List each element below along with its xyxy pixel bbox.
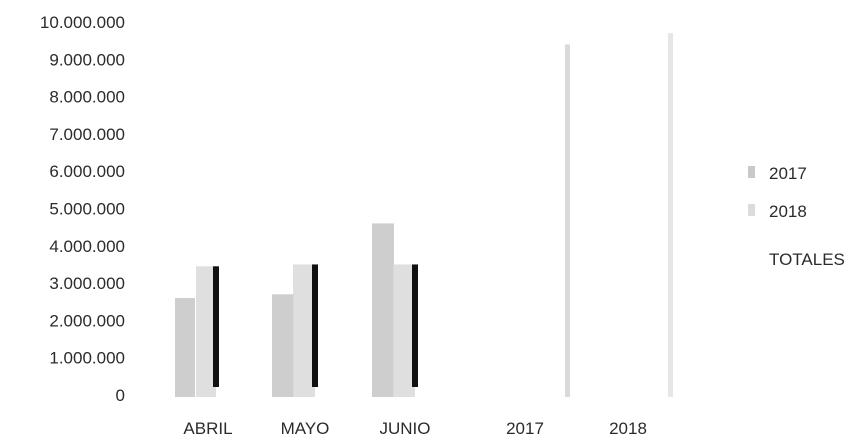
y-tick-label: 9.000.000 bbox=[49, 50, 125, 69]
y-tick-label: 4.000.000 bbox=[49, 237, 125, 256]
legend-swatch-2017 bbox=[748, 166, 755, 178]
legend-label-totales: TOTALES bbox=[769, 250, 845, 269]
x-tick-label: ABRIL bbox=[183, 419, 232, 438]
y-tick-label: 0 bbox=[116, 386, 125, 405]
legend-label-2017: 2017 bbox=[769, 164, 807, 183]
bar-2017-junio bbox=[372, 223, 394, 397]
bar-2018-junio bbox=[393, 264, 415, 397]
plot-area bbox=[175, 33, 673, 397]
bar-2018-abril bbox=[196, 266, 216, 397]
bar-2017-mayo bbox=[272, 294, 294, 397]
x-tick-label: 2018 bbox=[609, 419, 647, 438]
legend-label-2018: 2018 bbox=[769, 202, 807, 221]
y-tick-label: 8.000.000 bbox=[49, 88, 125, 107]
bar-2017-abril bbox=[175, 298, 195, 397]
y-axis: 0 1.000.000 2.000.000 3.000.000 4.000.000 5.0… bbox=[40, 13, 125, 405]
y-tick-label: 3.000.000 bbox=[49, 274, 125, 293]
bar-edge-junio bbox=[412, 264, 418, 387]
bar-edge-abril bbox=[213, 266, 219, 387]
legend-swatch-2018 bbox=[748, 204, 755, 216]
y-tick-label: 6.000.000 bbox=[49, 162, 125, 181]
x-tick-label: 2017 bbox=[506, 419, 544, 438]
y-tick-label: 5.000.000 bbox=[49, 200, 125, 219]
y-tick-label: 7.000.000 bbox=[49, 125, 125, 144]
y-tick-label: 2.000.000 bbox=[49, 311, 125, 330]
bar-edge-mayo bbox=[312, 264, 318, 387]
x-tick-label: JUNIO bbox=[380, 419, 431, 438]
x-axis: ABRIL MAYO JUNIO 2017 2018 bbox=[183, 419, 646, 438]
y-tick-label: 1.000.000 bbox=[49, 349, 125, 368]
legend: 2017 2018 TOTALES bbox=[748, 164, 845, 269]
y-tick-label: 10.000.000 bbox=[40, 13, 125, 32]
bar-2017-2017 bbox=[565, 44, 570, 397]
bar-2018-2018 bbox=[668, 33, 673, 397]
bar-2018-mayo bbox=[293, 264, 315, 397]
x-tick-label: MAYO bbox=[281, 419, 330, 438]
